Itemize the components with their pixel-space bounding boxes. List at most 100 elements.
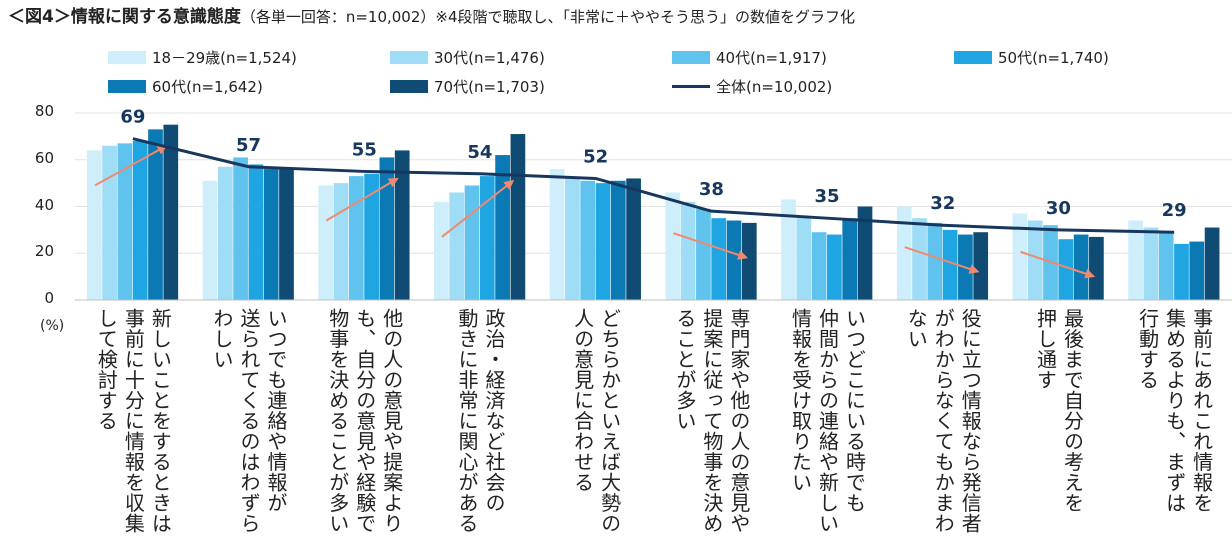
total-value-label: 29 <box>1162 200 1187 221</box>
bar <box>811 232 827 300</box>
bar <box>434 201 449 300</box>
total-value-label: 32 <box>930 193 955 214</box>
bar <box>942 229 958 300</box>
legend-swatch <box>954 50 992 64</box>
bar <box>796 215 812 300</box>
bar <box>364 173 379 300</box>
bar <box>565 178 580 300</box>
title-main: ＜図4＞情報に関する意識態度 <box>8 7 241 27</box>
total-value-label: 52 <box>583 146 608 167</box>
bar <box>595 183 611 300</box>
bar <box>202 180 218 300</box>
legend-label: 60代(n=1,642) <box>152 77 263 96</box>
bar <box>464 185 480 300</box>
bar <box>510 134 526 300</box>
bar <box>263 169 279 300</box>
bar <box>318 185 334 300</box>
legend-line-swatch <box>672 84 710 88</box>
y-tick-label: 20 <box>34 242 54 261</box>
bar <box>726 220 742 300</box>
bar <box>857 206 873 300</box>
bar <box>549 169 565 300</box>
legend-label: 30代(n=1,476) <box>434 48 545 67</box>
legend-item: 60代(n=1,642) <box>108 75 263 97</box>
y-tick-label: 60 <box>34 148 54 167</box>
legend-label: 18－29歳(n=1,524) <box>152 48 297 67</box>
total-line <box>132 137 1175 234</box>
bar <box>102 145 117 300</box>
category-label: 他の人の意見や提案より も、自分の意見や経験で 物事を決めることが多い <box>325 308 404 534</box>
trend-arrow <box>1020 250 1096 279</box>
bar <box>148 129 163 300</box>
legend-item: 50代(n=1,740) <box>954 46 1109 68</box>
trend-arrow <box>904 246 980 274</box>
trend-arrow <box>441 179 515 238</box>
legend-label: 70代(n=1,703) <box>434 77 545 96</box>
legend-swatch <box>672 50 710 64</box>
bar <box>86 150 102 300</box>
y-tick-label: 80 <box>34 102 54 120</box>
bar <box>1058 239 1074 300</box>
total-value-label: 55 <box>352 139 377 160</box>
category-label: 役に立つ情報なら発信者 がわからなくてもかまわ ない <box>904 308 983 534</box>
total-value-label: 30 <box>1046 198 1071 219</box>
category-label: 専門家や他の人の意見や 提案に従って物事を決め ることが多い <box>672 308 751 534</box>
bar <box>163 124 179 300</box>
bar <box>279 169 294 300</box>
category-label: 最後まで自分の考えを 押し通す <box>1033 308 1085 513</box>
category-label: 政治・経済など社会の 動きに非常に関心がある <box>454 308 506 534</box>
bar <box>479 176 495 300</box>
legend-item: 30代(n=1,476) <box>390 46 545 68</box>
legend-swatch <box>108 79 146 93</box>
bar <box>495 155 510 300</box>
legend-swatch <box>390 79 428 93</box>
total-value-label: 35 <box>815 186 840 207</box>
legend-label: 40代(n=1,917) <box>716 48 827 67</box>
bar <box>233 157 248 300</box>
legend-item: 全体(n=10,002) <box>672 75 832 97</box>
total-value-label: 69 <box>120 107 145 128</box>
bar <box>973 232 989 300</box>
legend-swatch <box>108 50 146 64</box>
category-label: どちらかといえば大勢の 人の意見に合わせる <box>570 308 622 534</box>
bar <box>1073 234 1089 300</box>
bar <box>449 192 465 300</box>
legend-label: 全体(n=10,002) <box>716 77 833 96</box>
bar <box>1143 227 1159 300</box>
bar <box>680 201 696 300</box>
bar <box>1158 232 1174 300</box>
total-value-label: 38 <box>699 179 724 200</box>
bar <box>580 180 596 300</box>
bar <box>741 222 757 300</box>
bar <box>117 143 133 300</box>
bar <box>379 157 395 300</box>
bar <box>711 218 727 300</box>
bar <box>665 192 681 300</box>
bar <box>842 218 858 300</box>
bar <box>1089 236 1104 300</box>
category-label: いつどこにいる時でも 仲間からの連絡や新しい 情報を受け取りたい <box>788 308 867 534</box>
bar <box>1174 243 1189 300</box>
category-label: 新しいことをするときは 事前に十分に情報を収集 して検討する <box>94 308 173 534</box>
bar <box>827 234 842 300</box>
bar <box>896 206 912 300</box>
total-value-label: 54 <box>467 142 492 163</box>
total-value-label: 57 <box>236 135 261 156</box>
trend-arrow <box>325 177 399 222</box>
trend-arrow <box>673 232 749 260</box>
bar <box>696 208 711 300</box>
bar <box>217 166 233 300</box>
chart-title: ＜図4＞情報に関する意識態度（各単一回答：n=10,002）※4段階で聴取し、「… <box>8 4 855 30</box>
bar <box>1189 241 1205 300</box>
bar <box>348 176 364 300</box>
bar <box>1012 213 1028 300</box>
bar <box>132 141 148 300</box>
bar <box>912 218 927 300</box>
legend-swatch <box>390 50 428 64</box>
bar <box>248 164 264 300</box>
trend-arrow <box>94 145 168 187</box>
legend-item: 40代(n=1,917) <box>672 46 827 68</box>
bar <box>927 222 943 300</box>
unit-label: (%) <box>40 318 65 334</box>
